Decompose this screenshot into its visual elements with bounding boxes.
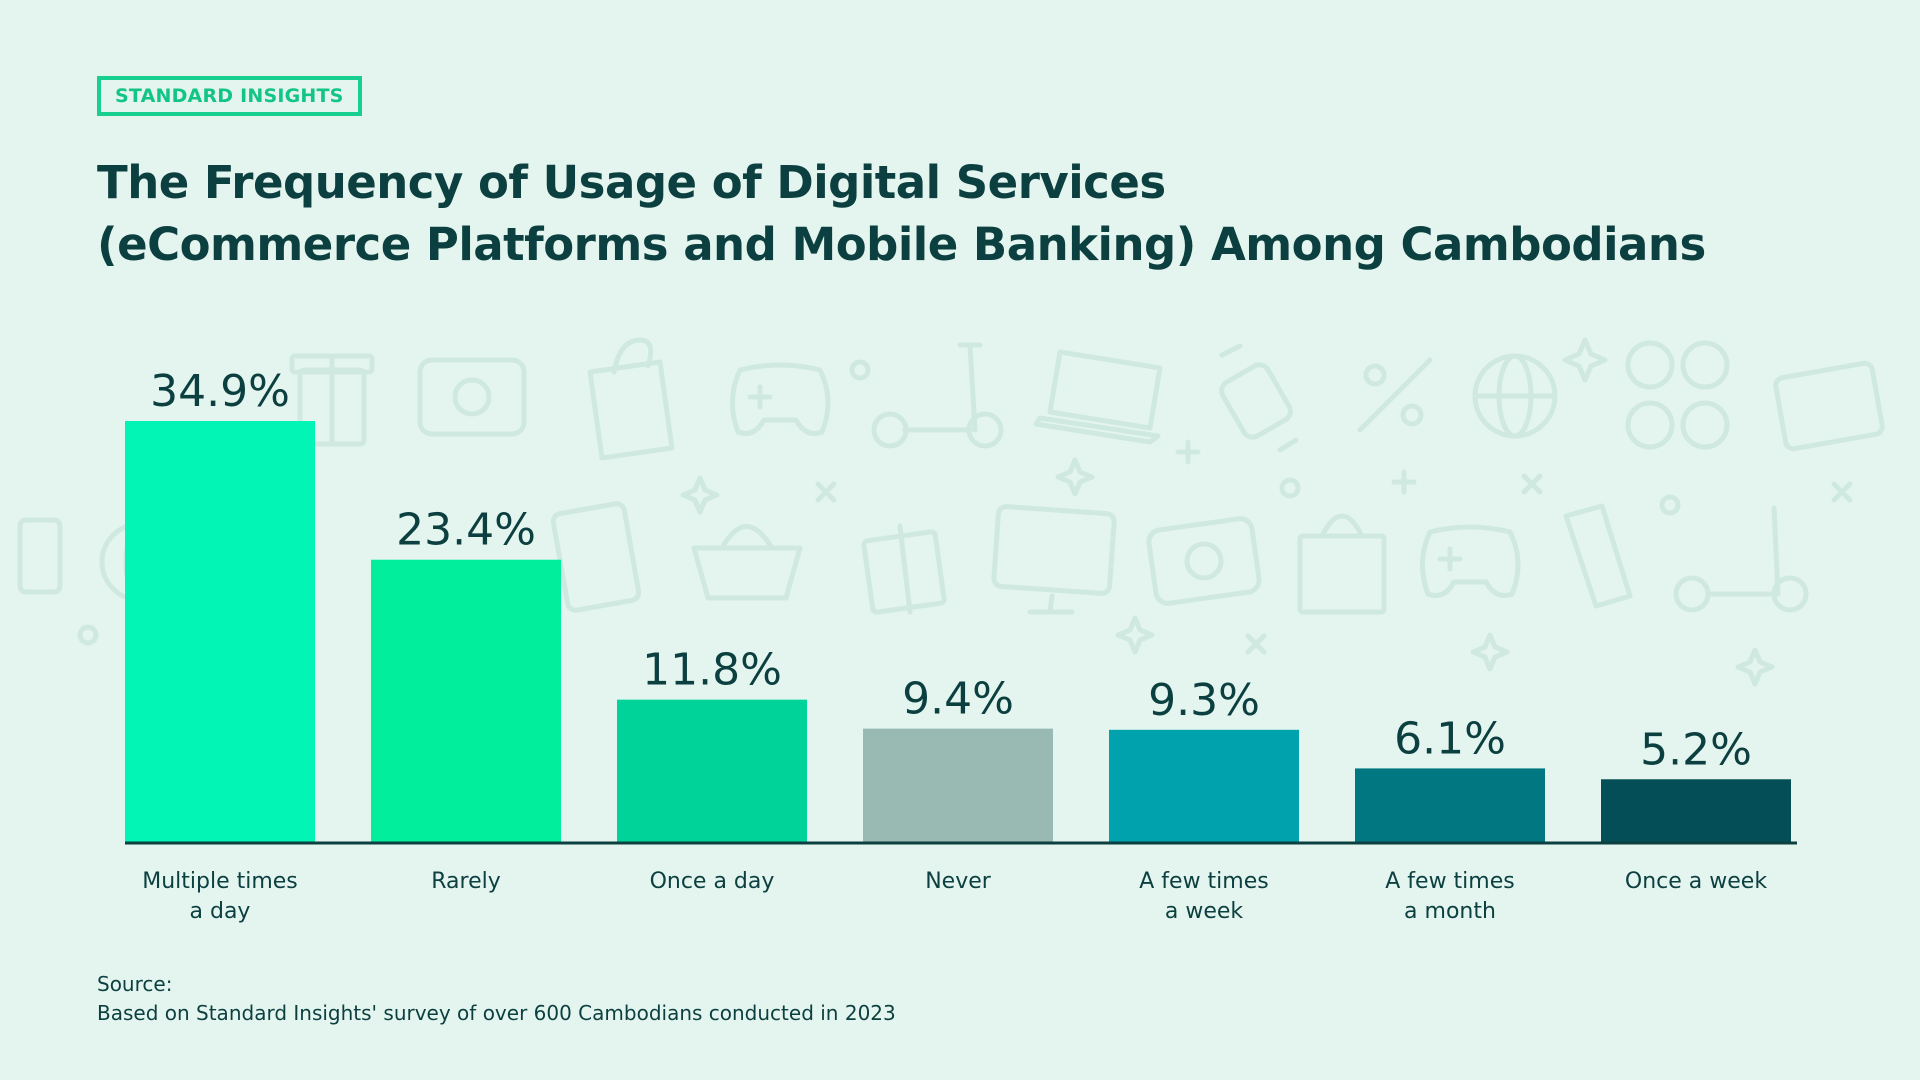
bar-0 — [125, 421, 315, 842]
category-label-6-0: Once a week — [1625, 869, 1767, 894]
bar-6 — [1601, 779, 1791, 842]
category-label-4-1: a week — [1165, 899, 1244, 924]
value-label-1: 23.4% — [396, 505, 536, 556]
bar-3 — [863, 728, 1053, 842]
bar-2 — [617, 699, 807, 842]
value-label-2: 11.8% — [642, 645, 782, 696]
value-label-4: 9.3% — [1148, 675, 1260, 726]
page-title: The Frequency of Usage of Digital Servic… — [97, 152, 1797, 276]
category-label-3-0: Never — [925, 869, 992, 894]
value-label-0: 34.9% — [150, 366, 290, 417]
category-label-0-0: Multiple times — [142, 869, 298, 894]
title-line-2: (eCommerce Platforms and Mobile Banking)… — [97, 218, 1706, 271]
brand-badge: STANDARD INSIGHTS — [97, 76, 362, 116]
value-label-5: 6.1% — [1394, 713, 1506, 764]
bar-5 — [1355, 768, 1545, 842]
title-line-1: The Frequency of Usage of Digital Servic… — [97, 156, 1166, 209]
category-label-5-0: A few times — [1385, 869, 1514, 894]
category-label-5-1: a month — [1404, 899, 1496, 924]
source-note: Source: Based on Standard Insights' surv… — [97, 970, 896, 1028]
category-label-1-0: Rarely — [431, 869, 501, 894]
source-label: Source: — [97, 972, 173, 996]
source-text: Based on Standard Insights' survey of ov… — [97, 1001, 896, 1025]
category-label-0-1: a day — [190, 899, 251, 924]
category-label-2-0: Once a day — [650, 869, 775, 894]
bar-1 — [371, 559, 561, 842]
value-label-6: 5.2% — [1640, 724, 1752, 775]
value-label-3: 9.4% — [902, 674, 1014, 725]
category-label-4-0: A few times — [1139, 869, 1268, 894]
bar-4 — [1109, 729, 1299, 842]
